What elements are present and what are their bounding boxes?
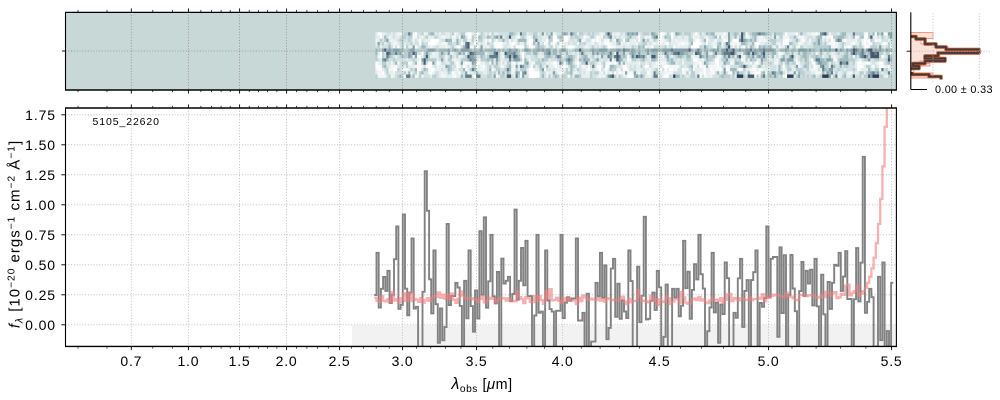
svg-text:5.5: 5.5 bbox=[881, 353, 903, 369]
svg-text:fλ [10−20 ergs−1 cm−2 Å−1]: fλ [10−20 ergs−1 cm−2 Å−1] bbox=[7, 140, 26, 328]
svg-text:4.5: 4.5 bbox=[649, 353, 671, 369]
svg-text:0.75: 0.75 bbox=[25, 227, 56, 243]
svg-text:4.0: 4.0 bbox=[552, 353, 574, 369]
svg-text:0.25: 0.25 bbox=[25, 287, 56, 303]
svg-text:0.00: 0.00 bbox=[25, 317, 56, 333]
svg-text:3.0: 3.0 bbox=[392, 353, 414, 369]
svg-text:1.00: 1.00 bbox=[25, 197, 56, 213]
svg-text:5.0: 5.0 bbox=[758, 353, 780, 369]
svg-text:2.5: 2.5 bbox=[329, 353, 351, 369]
svg-text:0.00 ± 0.33: 0.00 ± 0.33 bbox=[935, 84, 993, 96]
svg-text:0.50: 0.50 bbox=[25, 257, 56, 273]
svg-text:λobs [μm]: λobs [μm] bbox=[450, 375, 512, 395]
svg-text:1.75: 1.75 bbox=[25, 107, 56, 123]
svg-text:3.5: 3.5 bbox=[466, 353, 488, 369]
svg-text:1.25: 1.25 bbox=[25, 167, 56, 183]
svg-text:1.0: 1.0 bbox=[177, 353, 199, 369]
svg-text:0.7: 0.7 bbox=[120, 353, 142, 369]
svg-text:1.5: 1.5 bbox=[229, 353, 251, 369]
svg-text:2.0: 2.0 bbox=[276, 353, 298, 369]
svg-text:1.50: 1.50 bbox=[25, 137, 56, 153]
svg-text:5105_22620: 5105_22620 bbox=[93, 116, 160, 128]
